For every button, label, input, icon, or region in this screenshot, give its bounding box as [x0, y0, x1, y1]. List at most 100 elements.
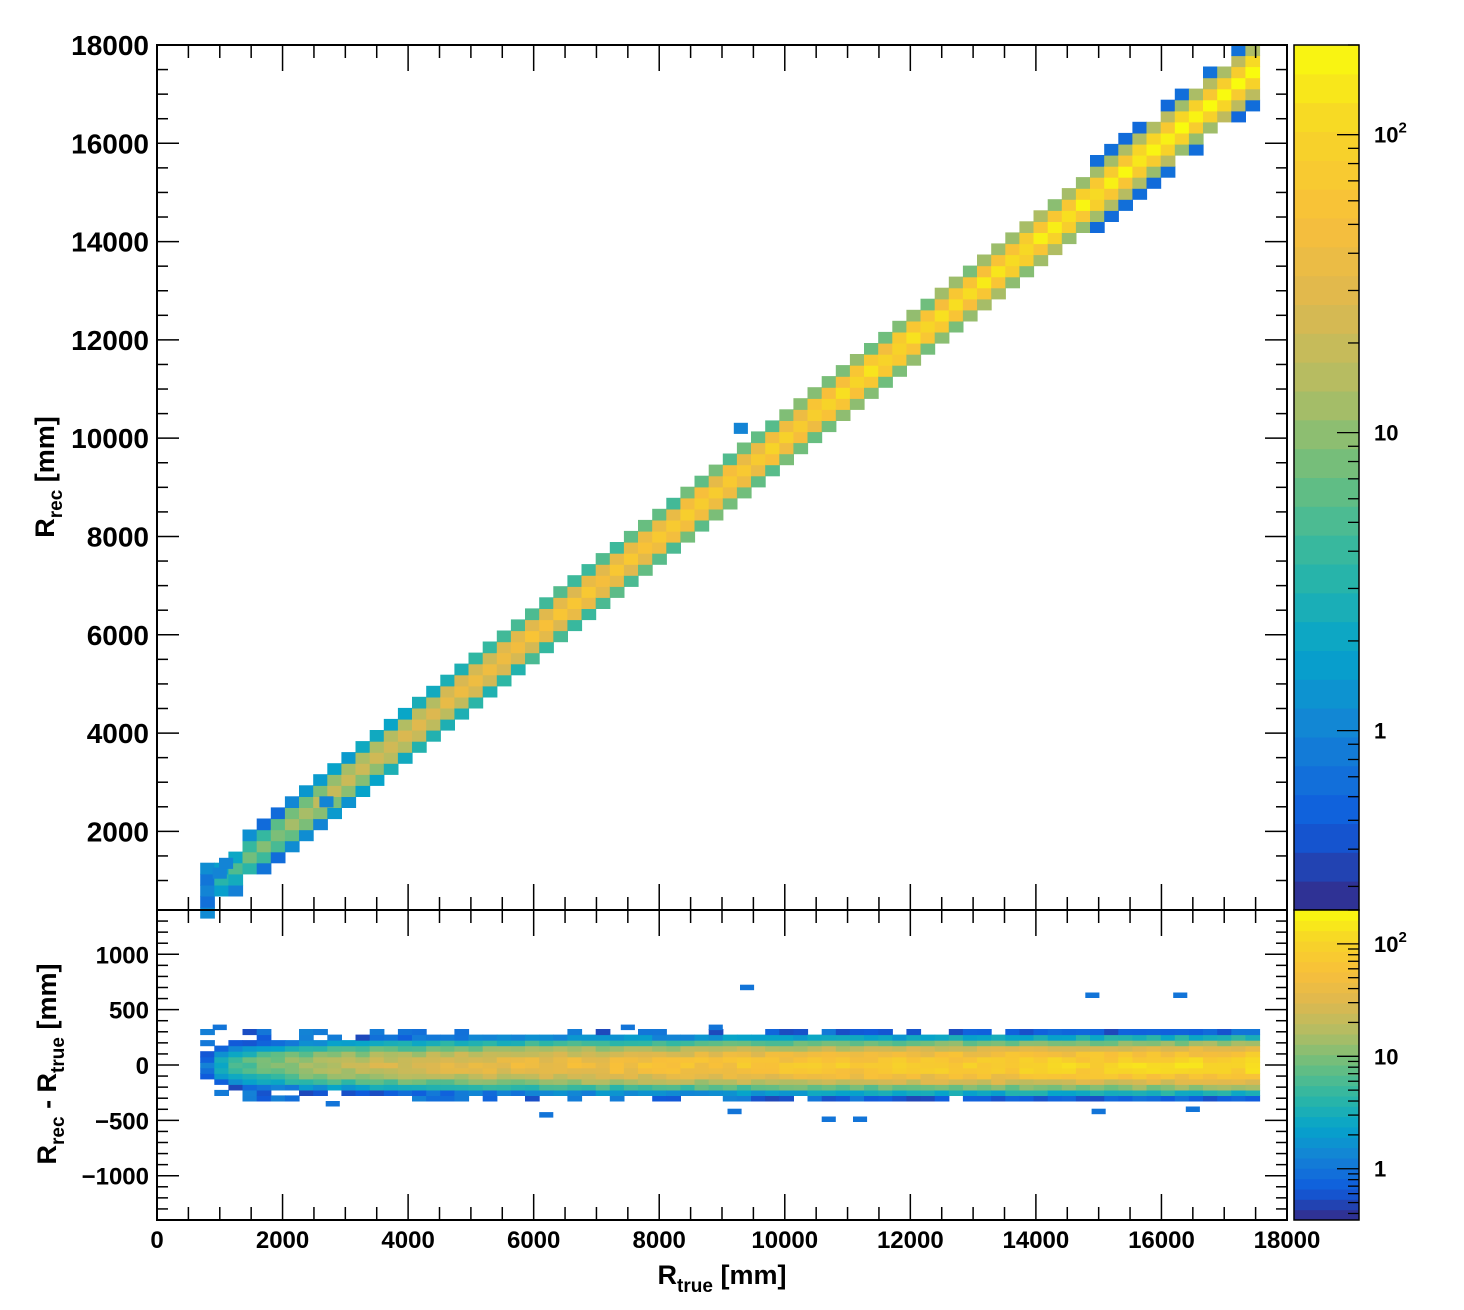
bottom-bin — [228, 1084, 244, 1091]
bottom-bin — [751, 1051, 766, 1058]
top-bin — [807, 431, 823, 444]
bottom-bin — [623, 1073, 639, 1080]
top-colorbar-step — [1294, 45, 1359, 75]
bottom-bin — [793, 1029, 809, 1036]
bottom-bin — [694, 1034, 710, 1041]
bottom-bin — [581, 1062, 597, 1069]
x-axis-label: Rtrue [mm] — [658, 1260, 787, 1297]
top-bin — [666, 530, 681, 543]
top-bin — [892, 320, 907, 333]
bottom-bin — [313, 1056, 328, 1063]
top-bin — [765, 464, 780, 477]
bottom-bin — [878, 1073, 893, 1080]
bottom-bin — [454, 1034, 470, 1041]
bottom-bin — [539, 1073, 554, 1080]
top-bin — [878, 354, 893, 366]
top-bin — [581, 608, 597, 621]
bottom-bin — [779, 1062, 794, 1069]
top-bin — [525, 630, 540, 643]
bottom-bin — [878, 1067, 893, 1074]
bottom-bin — [270, 1051, 286, 1058]
bottom-bin — [242, 1051, 258, 1058]
top-bin — [1075, 210, 1091, 222]
bottom-bin — [652, 1067, 667, 1074]
bottom-bin — [1217, 1051, 1232, 1058]
bottom-bin — [638, 1056, 653, 1063]
bottom-bin — [299, 1089, 314, 1096]
bottom-bin — [200, 1062, 215, 1069]
top-bin — [849, 398, 865, 410]
bottom-bin — [962, 1089, 978, 1096]
top-bin — [440, 718, 455, 731]
bottom-bin — [412, 1089, 427, 1096]
bottom-bin — [383, 1062, 399, 1069]
bottom-bin — [1090, 1073, 1105, 1080]
bottom-bin — [1075, 1078, 1091, 1085]
bottom-bin — [242, 1067, 258, 1074]
bottom-bin — [468, 1034, 484, 1041]
bottom-bin — [214, 1056, 229, 1063]
bottom-bin — [793, 1073, 809, 1080]
bottom-bin — [1203, 1095, 1218, 1102]
top-bin — [934, 320, 950, 333]
bottom-bin — [200, 1073, 215, 1080]
top-bin — [327, 785, 342, 797]
bottom-bin — [1005, 1034, 1020, 1041]
top-bin — [694, 519, 710, 532]
top-bin — [1231, 44, 1246, 57]
bottom-bin — [299, 1084, 314, 1091]
bottom-bin — [991, 1056, 1006, 1063]
top-bin — [1188, 110, 1204, 123]
bottom-bin — [228, 1073, 244, 1080]
top-y-tick-label: 10000 — [71, 423, 149, 454]
top-bin — [1174, 121, 1190, 134]
bottom-bin — [1132, 1084, 1148, 1091]
bottom-bin — [934, 1084, 950, 1091]
bottom-bin — [468, 1045, 484, 1052]
bottom-bin — [977, 1073, 992, 1080]
bottom-bin — [977, 1034, 992, 1041]
bottom-bin — [313, 1051, 328, 1058]
top-bin — [878, 376, 893, 388]
bottom-bin — [849, 1067, 865, 1074]
bottom-bin — [779, 1034, 794, 1041]
bottom-bin — [948, 1067, 964, 1074]
bottom-bin — [299, 1029, 314, 1036]
top-bin — [313, 785, 328, 797]
bottom-bin — [1118, 1078, 1133, 1085]
bottom-bin — [1217, 1034, 1232, 1041]
top-colorbar-step — [1294, 737, 1359, 767]
bottom-bin — [779, 1029, 794, 1036]
bottom-bin — [1061, 1095, 1077, 1102]
bottom-bin — [1104, 1067, 1119, 1074]
top-bin — [482, 685, 498, 698]
bottom-bin — [397, 1089, 413, 1096]
bottom-bin — [1245, 1029, 1261, 1036]
top-bin — [369, 730, 385, 742]
bottom-bin — [821, 1040, 837, 1047]
bottom-bin — [1019, 1051, 1035, 1058]
top-bin — [1231, 88, 1246, 101]
top-bin — [1090, 199, 1105, 211]
bottom-bin — [214, 1078, 229, 1085]
bottom-bin — [341, 1089, 357, 1096]
bottom-bin — [1104, 1051, 1119, 1058]
bottom-colorbar-step — [1294, 1034, 1359, 1045]
bottom-bin — [920, 1078, 936, 1085]
bottom-colorbar-step — [1294, 961, 1359, 973]
bottom-bin — [793, 1045, 809, 1052]
bottom-bin — [638, 1078, 653, 1085]
bottom-bin — [1146, 1067, 1162, 1074]
bottom-bin — [1146, 1040, 1162, 1047]
bottom-bin — [327, 1078, 342, 1085]
bottom-bin — [694, 1089, 710, 1096]
bottom-bin — [1231, 1073, 1246, 1080]
bottom-bin — [1231, 1089, 1246, 1096]
bottom-bin — [609, 1084, 625, 1091]
bottom-bin — [454, 1056, 470, 1063]
bottom-bin — [595, 1062, 611, 1069]
bottom-bin — [595, 1051, 611, 1058]
bottom-bin — [751, 1040, 766, 1047]
top-bin — [991, 276, 1006, 289]
